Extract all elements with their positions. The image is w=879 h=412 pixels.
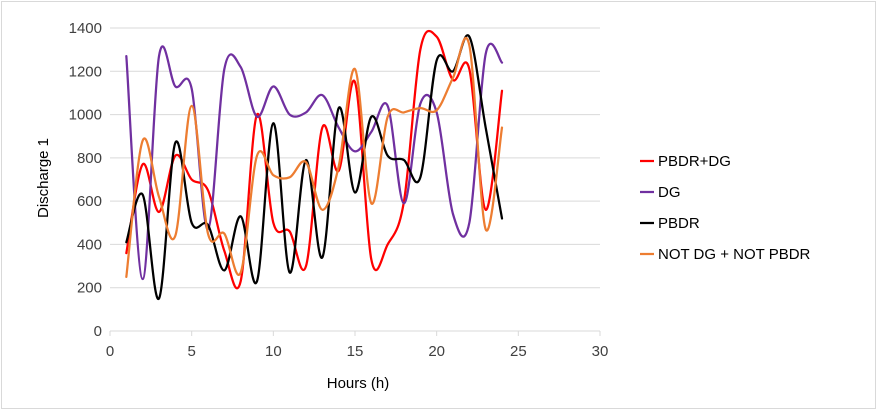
y-tick-labels: 0 200 400 600 800 1000 1200 1400 [69, 20, 102, 340]
y-axis-title: Discharge 1 [35, 138, 52, 218]
series-line-3 [125, 36, 504, 279]
series-line-0 [125, 29, 504, 290]
legend-label: PBDR+DG [658, 153, 731, 170]
series-lines [125, 29, 504, 300]
gridlines [109, 27, 601, 336]
y-tick-label: 0 [94, 323, 102, 340]
x-tick-label: 30 [592, 343, 609, 360]
x-tick-label: 0 [106, 343, 114, 360]
x-tick-label: 20 [428, 343, 445, 360]
legend-label: NOT DG + NOT PBDR [658, 246, 811, 263]
y-tick-label: 1400 [69, 20, 102, 37]
y-tick-label: 200 [77, 280, 102, 297]
legend-label: DG [658, 184, 681, 201]
y-tick-label: 400 [77, 236, 102, 253]
x-tick-labels: 0 5 10 15 20 25 30 [106, 343, 609, 360]
y-tick-label: 1200 [69, 63, 102, 80]
y-tick-label: 1000 [69, 107, 102, 124]
x-tick-label: 25 [510, 343, 527, 360]
x-axis-title: Hours (h) [327, 375, 390, 392]
series-line-2 [125, 34, 504, 300]
y-tick-label: 800 [77, 150, 102, 167]
legend-label: PBDR [658, 215, 700, 232]
x-tick-label: 10 [265, 343, 282, 360]
x-tick-label: 5 [187, 343, 195, 360]
y-tick-label: 600 [77, 193, 102, 210]
series-line-1 [125, 42, 504, 281]
x-tick-label: 15 [347, 343, 364, 360]
legend: PBDR+DG DG PBDR NOT DG + NOT PBDR [640, 153, 811, 263]
